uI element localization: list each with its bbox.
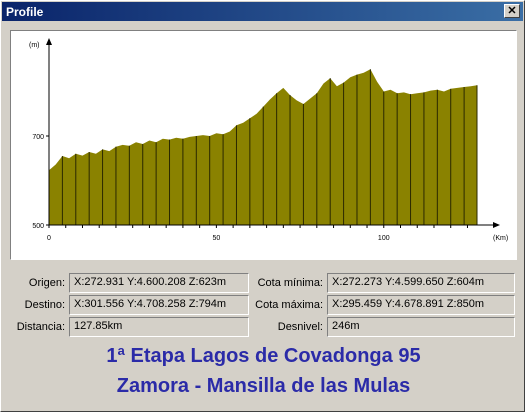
close-button[interactable]: ✕ <box>504 4 520 18</box>
window-title: Profile <box>6 5 44 19</box>
x-tick-label: 100 <box>378 235 390 242</box>
y-axis-label: (m) <box>29 42 40 49</box>
min-elevation-value: X:272.273 Y:4.599.650 Z:604m <box>327 273 515 293</box>
destination-label: Destino: <box>24 299 65 311</box>
destination-value: X:301.556 Y:4.708.258 Z:794m <box>69 295 249 315</box>
y-tick-label: 500 <box>32 223 44 230</box>
distance-value: 127.85km <box>69 317 249 337</box>
title-bar[interactable]: Profile ✕ <box>2 2 523 21</box>
x-axis-label: (Km) <box>493 235 508 242</box>
min-elevation-label: Cota mínima: <box>257 277 323 289</box>
max-elevation-value: X:295.459 Y:4.678.891 Z:850m <box>327 295 515 315</box>
x-tick-label: 50 <box>212 235 220 242</box>
stage-route: Zamora - Mansilla de las Mulas <box>116 375 411 397</box>
origin-label: Origen: <box>28 277 65 289</box>
x-tick-label: 0 <box>47 235 51 242</box>
x-axis-arrow <box>493 222 500 228</box>
origin-value: X:272.931 Y:4.600.208 Z:623m <box>69 273 249 293</box>
elevation-gain-value: 246m <box>327 317 515 337</box>
y-axis-arrow <box>46 38 52 45</box>
distance-label: Distancia: <box>16 321 65 333</box>
chart-panel: 700 500 0 50 100 (m) (Km) <box>10 30 517 260</box>
max-elevation-label: Cota máxima: <box>255 299 323 311</box>
elevation-gain-label: Desnivel: <box>277 321 323 333</box>
y-tick-label: 700 <box>32 134 44 141</box>
stage-title: 1ª Etapa Lagos de Covadonga 95 <box>106 345 421 367</box>
